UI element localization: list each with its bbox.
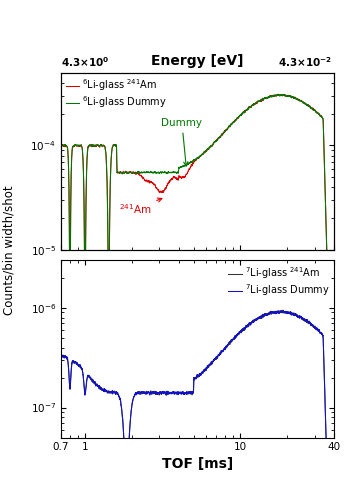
$^{7}$Li-glass $^{241}$Am	[59, 374, 63, 380]
$^{6}$Li-glass $^{241}$Am	[297, 98, 301, 103]
Text: Counts/bin width/shot: Counts/bin width/shot	[2, 185, 15, 315]
$^{6}$Li-glass $^{241}$Am	[59, 189, 63, 195]
Text: $^{241}$Am: $^{241}$Am	[119, 198, 162, 216]
Line: $^{6}$Li-glass Dummy: $^{6}$Li-glass Dummy	[61, 94, 334, 500]
$^{7}$Li-glass Dummy	[106, 389, 110, 395]
$^{7}$Li-glass Dummy	[90, 378, 94, 384]
$^{7}$Li-glass $^{241}$Am	[297, 314, 301, 320]
Legend: $^{7}$Li-glass $^{241}$Am, $^{7}$Li-glass Dummy: $^{7}$Li-glass $^{241}$Am, $^{7}$Li-glas…	[226, 263, 331, 300]
X-axis label: TOF [ms]: TOF [ms]	[162, 456, 233, 470]
Legend: $^{6}$Li-glass $^{241}$Am, $^{6}$Li-glass Dummy: $^{6}$Li-glass $^{241}$Am, $^{6}$Li-glas…	[64, 76, 169, 112]
Text: $\mathbf{4.3{\times}10^{0}}$: $\mathbf{4.3{\times}10^{0}}$	[61, 55, 109, 69]
$^{6}$Li-glass Dummy	[164, 170, 168, 175]
$^{6}$Li-glass $^{241}$Am	[175, 175, 180, 181]
$^{7}$Li-glass $^{241}$Am	[106, 389, 110, 395]
$^{6}$Li-glass Dummy	[327, 324, 331, 330]
Text: $\mathbf{4.3{\times}10^{-2}}$: $\mathbf{4.3{\times}10^{-2}}$	[278, 55, 332, 69]
$^{7}$Li-glass $^{241}$Am	[164, 390, 168, 396]
$^{6}$Li-glass Dummy	[281, 92, 285, 98]
$^{7}$Li-glass Dummy	[297, 313, 301, 319]
X-axis label: Energy [eV]: Energy [eV]	[151, 54, 244, 68]
$^{6}$Li-glass Dummy	[297, 98, 301, 103]
$^{6}$Li-glass Dummy	[90, 143, 94, 149]
$^{7}$Li-glass $^{241}$Am	[281, 307, 285, 313]
$^{7}$Li-glass Dummy	[164, 391, 168, 397]
$^{7}$Li-glass Dummy	[59, 374, 63, 380]
$^{7}$Li-glass $^{241}$Am	[90, 378, 94, 384]
Line: $^{7}$Li-glass Dummy: $^{7}$Li-glass Dummy	[61, 311, 334, 500]
$^{6}$Li-glass $^{241}$Am	[164, 186, 168, 192]
$^{6}$Li-glass $^{241}$Am	[327, 322, 331, 328]
$^{7}$Li-glass Dummy	[278, 308, 282, 314]
Text: Dummy: Dummy	[161, 118, 203, 166]
$^{6}$Li-glass Dummy	[106, 290, 110, 296]
$^{7}$Li-glass Dummy	[175, 390, 180, 396]
$^{6}$Li-glass $^{241}$Am	[106, 279, 110, 285]
Line: $^{7}$Li-glass $^{241}$Am: $^{7}$Li-glass $^{241}$Am	[61, 310, 334, 500]
$^{6}$Li-glass Dummy	[175, 169, 180, 175]
$^{6}$Li-glass Dummy	[59, 165, 63, 171]
$^{7}$Li-glass $^{241}$Am	[175, 388, 180, 394]
Line: $^{6}$Li-glass $^{241}$Am: $^{6}$Li-glass $^{241}$Am	[61, 94, 334, 500]
$^{6}$Li-glass $^{241}$Am	[276, 91, 280, 97]
$^{6}$Li-glass $^{241}$Am	[90, 144, 94, 150]
